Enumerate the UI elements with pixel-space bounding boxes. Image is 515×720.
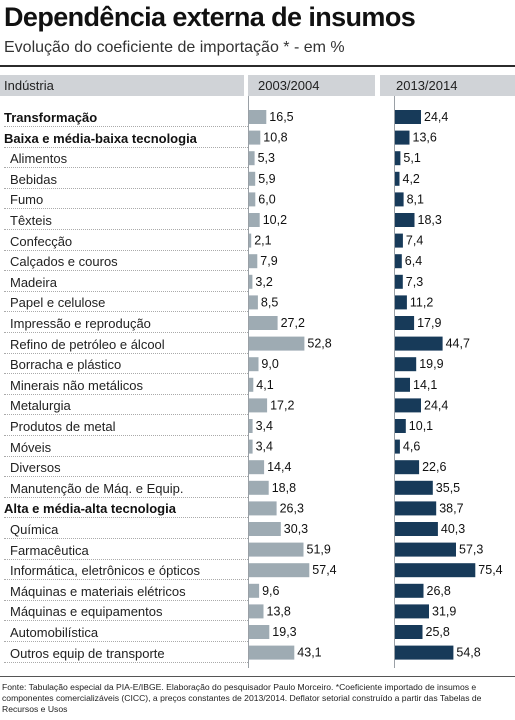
chart-title: Dependência externa de insumos [4,2,416,32]
row-divider [4,311,248,313]
category-label: Diversos [10,460,61,476]
table-row: Alta e média-alta tecnologia [0,498,515,519]
category-label: Produtos de metal [10,419,116,434]
category-label: Impressão e reprodução [10,316,151,331]
row-divider [4,146,248,148]
table-row: Móveis [0,437,515,457]
row-divider [4,538,248,539]
category-label: Calçados e couros [10,254,118,270]
row-divider [4,558,248,560]
category-label: Alta e média-alta tecnologia [4,501,176,517]
category-label: Manutenção de Máq. e Equip. [10,480,184,496]
category-label: Química [10,522,59,537]
table-row: Diversos [0,457,515,478]
row-divider [4,249,248,251]
row-divider [4,229,248,230]
table-row: Automobilística [0,622,515,642]
category-label: Minerais não metálicos [10,377,143,393]
row-divider [4,476,248,478]
category-label: Móveis [10,439,52,455]
table-row: Minerais não metálicos [0,375,515,395]
header-period2: 2013/2014 [396,78,458,93]
category-label: Máquinas e equipamentos [10,604,163,620]
category-label: Transformação [4,110,98,125]
category-label: Bebidas [10,171,57,187]
table-row: Farmacêutica [0,540,515,560]
table-row: Calçados e couros [0,251,515,272]
title-rule [0,65,515,67]
row-divider [4,208,248,210]
category-label: Baixa e média-baixa tecnologia [4,130,197,146]
category-label: Outros equip de transporte [10,645,165,661]
table-row: Máquinas e equipamentos [0,601,515,622]
category-label: Confecção [10,233,73,249]
category-label: Madeira [10,274,57,290]
row-divider [4,661,248,663]
table-row: Alimentos [0,148,515,169]
row-divider [4,414,248,416]
table-row: Impressão e reprodução [0,313,515,333]
category-label: Têxteis [10,213,52,228]
row-divider [4,270,248,272]
row-divider [4,332,248,333]
header-period1-cell [248,75,375,96]
category-label: Fumo [10,192,44,208]
table-row: Têxteis [0,210,515,230]
row-divider [4,620,248,622]
chart-subtitle: Evolução do coeficiente de importação * … [4,39,345,56]
table-row: Outros equip de transporte [0,643,515,663]
table-row: Informática, eletrônicos e ópticos [0,560,515,581]
row-divider [4,435,248,436]
row-divider [4,517,248,519]
table-row: Papel e celulose [0,292,515,313]
table-row: Química [0,519,515,539]
row-divider [4,455,248,457]
table-row: Máquinas e materiais elétricos [0,581,515,601]
category-label: Automobilística [10,625,99,640]
table-row: Manutenção de Máq. e Equip. [0,478,515,498]
header-industry: Indústria [4,78,54,93]
table-row: Fumo [0,189,515,210]
row-divider [4,167,248,169]
row-divider [4,352,248,354]
header-industry-cell [0,75,244,96]
category-label: Informática, eletrônicos e ópticos [10,563,201,579]
row-divider [4,393,248,395]
table-row: Baixa e média-baixa tecnologia [0,128,515,148]
table-row: Metalurgia [0,395,515,416]
row-divider [4,579,248,581]
category-label: Alimentos [10,151,68,167]
period2-axis-line [394,96,395,668]
period1-axis-line [248,96,249,668]
table-row: Borracha e plástico [0,354,515,375]
category-label: Papel e celulose [10,295,106,311]
row-divider [4,290,248,292]
row-divider [4,496,248,498]
table-row: Refino de petróleo e álcool [0,334,515,354]
table-row: Madeira [0,272,515,292]
source-rule [0,676,515,677]
table-row: Confecção [0,231,515,251]
category-label: Refino de petróleo e álcool [10,336,165,352]
category-label: Borracha e plástico [10,357,122,373]
category-label: Máquinas e materiais elétricos [10,583,186,599]
category-label: Metalurgia [10,398,71,414]
table-row: Produtos de metal [0,416,515,436]
source-note: Fonte: Tabulação especial da PIA-E/IBGE.… [2,682,482,714]
category-label: Farmacêutica [10,542,89,558]
table-row: Bebidas [0,169,515,189]
row-divider [4,187,248,189]
row-divider [4,599,248,601]
row-divider [4,641,248,642]
row-divider [4,373,248,375]
header-period1: 2003/2004 [258,78,320,93]
row-divider [4,126,248,127]
table-row: Transformação [0,107,515,127]
header-period2-cell [380,75,515,96]
